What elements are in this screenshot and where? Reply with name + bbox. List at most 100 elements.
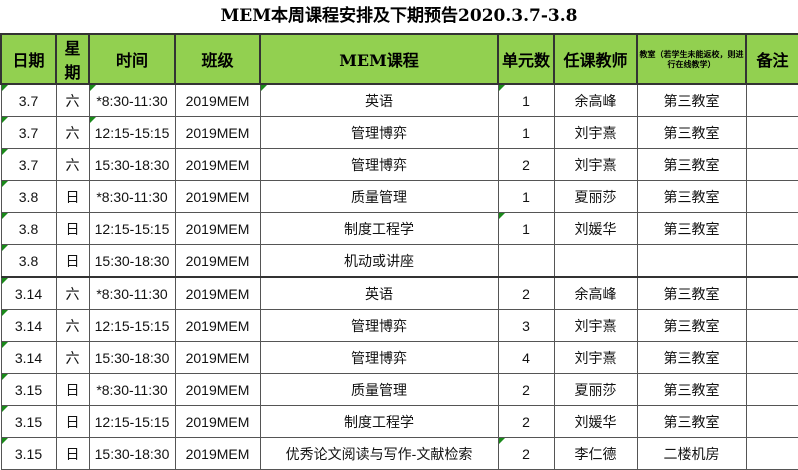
cell-units[interactable]: 2	[497, 437, 555, 470]
header-weekday[interactable]: 星期	[55, 33, 90, 85]
cell-teacher[interactable]: 夏丽莎	[553, 180, 638, 213]
cell-weekday[interactable]: 六	[55, 116, 90, 149]
cell-classroom[interactable]: 第三教室	[636, 83, 747, 117]
cell-date[interactable]: 3.15	[0, 437, 57, 470]
cell-units[interactable]: 3	[497, 309, 555, 342]
cell-course[interactable]: 管理博弈	[259, 341, 499, 374]
cell-remarks[interactable]	[745, 180, 798, 213]
cell-classroom[interactable]: 二楼机房	[636, 437, 747, 470]
cell-date[interactable]: 3.15	[0, 405, 57, 438]
cell-remarks[interactable]	[745, 341, 798, 374]
cell-time[interactable]: 15:30-18:30	[88, 341, 176, 374]
cell-class[interactable]: 2019MEM	[174, 212, 261, 245]
cell-teacher[interactable]: 刘宇熹	[553, 309, 638, 342]
cell-class[interactable]: 2019MEM	[174, 276, 261, 310]
cell-date[interactable]: 3.7	[0, 116, 57, 149]
cell-units[interactable]: 2	[497, 148, 555, 181]
cell-weekday[interactable]: 六	[55, 83, 90, 117]
cell-date[interactable]: 3.14	[0, 309, 57, 342]
cell-teacher[interactable]: 刘宇熹	[553, 116, 638, 149]
cell-date[interactable]: 3.14	[0, 341, 57, 374]
cell-weekday[interactable]: 六	[55, 309, 90, 342]
header-teacher[interactable]: 任课教师	[553, 33, 638, 85]
cell-class[interactable]: 2019MEM	[174, 309, 261, 342]
cell-classroom[interactable]: 第三教室	[636, 341, 747, 374]
cell-remarks[interactable]	[745, 148, 798, 181]
cell-remarks[interactable]	[745, 437, 798, 470]
cell-classroom[interactable]: 第三教室	[636, 148, 747, 181]
cell-classroom[interactable]: 第三教室	[636, 116, 747, 149]
cell-class[interactable]: 2019MEM	[174, 373, 261, 406]
cell-teacher[interactable]: 余高峰	[553, 83, 638, 117]
cell-teacher[interactable]: 余高峰	[553, 276, 638, 310]
cell-weekday[interactable]: 日	[55, 373, 90, 406]
cell-time[interactable]: 12:15-15:15	[88, 212, 176, 245]
cell-units[interactable]: 2	[497, 373, 555, 406]
cell-units[interactable]: 1	[497, 180, 555, 213]
header-remarks[interactable]: 备注	[745, 33, 798, 85]
cell-teacher[interactable]: 李仁德	[553, 437, 638, 470]
cell-course[interactable]: 质量管理	[259, 180, 499, 213]
cell-time[interactable]: *8:30-11:30	[88, 180, 176, 213]
cell-time[interactable]: 15:30-18:30	[88, 244, 176, 278]
cell-remarks[interactable]	[745, 244, 798, 278]
cell-classroom[interactable]: 第三教室	[636, 309, 747, 342]
cell-weekday[interactable]: 日	[55, 437, 90, 470]
cell-date[interactable]: 3.8	[0, 244, 57, 278]
cell-time[interactable]: 12:15-15:15	[88, 405, 176, 438]
cell-date[interactable]: 3.8	[0, 180, 57, 213]
cell-class[interactable]: 2019MEM	[174, 341, 261, 374]
cell-weekday[interactable]: 日	[55, 405, 90, 438]
cell-course[interactable]: 制度工程学	[259, 405, 499, 438]
cell-date[interactable]: 3.7	[0, 83, 57, 117]
header-class[interactable]: 班级	[174, 33, 261, 85]
cell-class[interactable]: 2019MEM	[174, 437, 261, 470]
cell-time[interactable]: *8:30-11:30	[88, 373, 176, 406]
cell-remarks[interactable]	[745, 116, 798, 149]
cell-weekday[interactable]: 日	[55, 244, 90, 278]
header-units[interactable]: 单元数	[497, 33, 555, 85]
cell-class[interactable]: 2019MEM	[174, 244, 261, 278]
cell-time[interactable]: 12:15-15:15	[88, 309, 176, 342]
cell-teacher[interactable]: 刘媛华	[553, 405, 638, 438]
cell-classroom[interactable]: 第三教室	[636, 405, 747, 438]
cell-units[interactable]	[497, 244, 555, 278]
cell-date[interactable]: 3.7	[0, 148, 57, 181]
cell-teacher[interactable]: 刘媛华	[553, 212, 638, 245]
cell-classroom[interactable]: 第三教室	[636, 180, 747, 213]
cell-weekday[interactable]: 日	[55, 180, 90, 213]
header-time[interactable]: 时间	[88, 33, 176, 85]
cell-classroom[interactable]: 第三教室	[636, 276, 747, 310]
cell-course[interactable]: 英语	[259, 276, 499, 310]
cell-class[interactable]: 2019MEM	[174, 116, 261, 149]
cell-time[interactable]: 15:30-18:30	[88, 437, 176, 470]
cell-course[interactable]: 管理博弈	[259, 309, 499, 342]
cell-class[interactable]: 2019MEM	[174, 83, 261, 117]
cell-class[interactable]: 2019MEM	[174, 405, 261, 438]
cell-remarks[interactable]	[745, 373, 798, 406]
cell-teacher[interactable]	[553, 244, 638, 278]
cell-course[interactable]: 优秀论文阅读与写作-文献检索	[259, 437, 499, 470]
cell-units[interactable]: 1	[497, 83, 555, 117]
cell-teacher[interactable]: 刘宇熹	[553, 148, 638, 181]
cell-time[interactable]: 12:15-15:15	[88, 116, 176, 149]
cell-date[interactable]: 3.15	[0, 373, 57, 406]
cell-remarks[interactable]	[745, 309, 798, 342]
cell-classroom[interactable]	[636, 244, 747, 278]
cell-units[interactable]: 2	[497, 405, 555, 438]
cell-weekday[interactable]: 六	[55, 148, 90, 181]
cell-classroom[interactable]: 第三教室	[636, 373, 747, 406]
cell-units[interactable]: 1	[497, 116, 555, 149]
cell-time[interactable]: *8:30-11:30	[88, 276, 176, 310]
cell-units[interactable]: 2	[497, 276, 555, 310]
cell-date[interactable]: 3.8	[0, 212, 57, 245]
cell-course[interactable]: 管理博弈	[259, 116, 499, 149]
cell-units[interactable]: 1	[497, 212, 555, 245]
header-date[interactable]: 日期	[0, 33, 57, 85]
cell-remarks[interactable]	[745, 405, 798, 438]
cell-time[interactable]: 15:30-18:30	[88, 148, 176, 181]
cell-date[interactable]: 3.14	[0, 276, 57, 310]
cell-weekday[interactable]: 六	[55, 276, 90, 310]
cell-remarks[interactable]	[745, 276, 798, 310]
cell-teacher[interactable]: 刘宇熹	[553, 341, 638, 374]
